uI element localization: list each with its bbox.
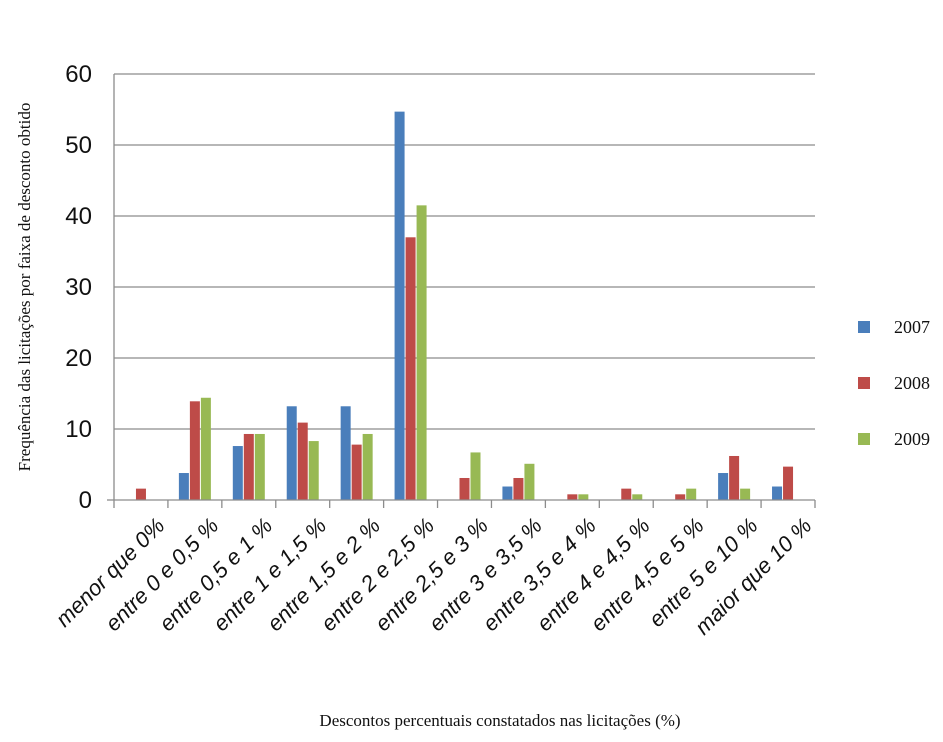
bar-2009-2 [254, 433, 265, 500]
bar-2008-3 [297, 422, 308, 500]
bar-2009-1 [200, 397, 211, 500]
gridlines [114, 73, 815, 430]
bar-2009-4 [362, 433, 373, 500]
x-tick-labels: menor que 0%entre 0 e 0,5 %entre 0,5 e 1… [51, 513, 817, 640]
bar-2009-11 [740, 488, 751, 500]
bar-2008-10 [675, 494, 686, 500]
y-tick-label: 20 [65, 345, 92, 372]
bar-2008-9 [621, 488, 632, 500]
bar-2009-10 [686, 488, 697, 500]
bar-2008-2 [243, 433, 254, 500]
legend-label: 2007 [894, 317, 930, 337]
x-axis-label: Descontos percentuais constatados nas li… [319, 711, 680, 730]
y-tick-label: 50 [65, 132, 92, 159]
bar-2008-7 [513, 477, 524, 500]
bar-2009-7 [524, 463, 535, 500]
axes [107, 74, 816, 508]
y-tick-label: 60 [65, 61, 92, 88]
bar-2009-3 [308, 441, 319, 500]
legend-label: 2008 [894, 373, 930, 393]
bar-2009-9 [632, 494, 643, 500]
legend: 2007 2008 2009 [858, 317, 930, 449]
bar-2007-7 [502, 486, 513, 500]
bar-2007-11 [718, 473, 729, 500]
y-tick-labels: 0 10 20 30 40 50 60 [65, 61, 92, 514]
bar-2008-5 [405, 237, 416, 501]
bar-2009-8 [578, 494, 589, 500]
legend-swatch-2007 [858, 321, 870, 333]
bar-2007-12 [772, 486, 783, 500]
bar-2008-4 [351, 444, 362, 500]
bar-2007-1 [178, 473, 189, 500]
bar-2008-6 [459, 477, 470, 500]
bar-2009-6 [470, 452, 481, 500]
bar-2009-5 [416, 205, 427, 500]
legend-swatch-2008 [858, 377, 870, 389]
legend-swatch-2009 [858, 433, 870, 445]
bar-2007-5 [394, 111, 405, 500]
bar-2008-8 [567, 494, 578, 500]
bar-2007-3 [286, 406, 297, 500]
bar-2007-4 [340, 406, 351, 500]
bar-2008-11 [729, 455, 740, 500]
y-tick-label: 40 [65, 203, 92, 230]
bar-2008-0 [135, 488, 146, 500]
bar-2008-1 [189, 401, 200, 500]
bars-group [135, 111, 794, 501]
y-axis-label: Frequência das licitações por faixa de d… [15, 103, 34, 472]
y-tick-label: 0 [79, 487, 92, 514]
bar-2008-12 [783, 466, 794, 500]
y-tick-label: 30 [65, 274, 92, 301]
legend-label: 2009 [894, 429, 930, 449]
y-tick-label: 10 [65, 416, 92, 443]
bar-2007-2 [232, 446, 243, 500]
